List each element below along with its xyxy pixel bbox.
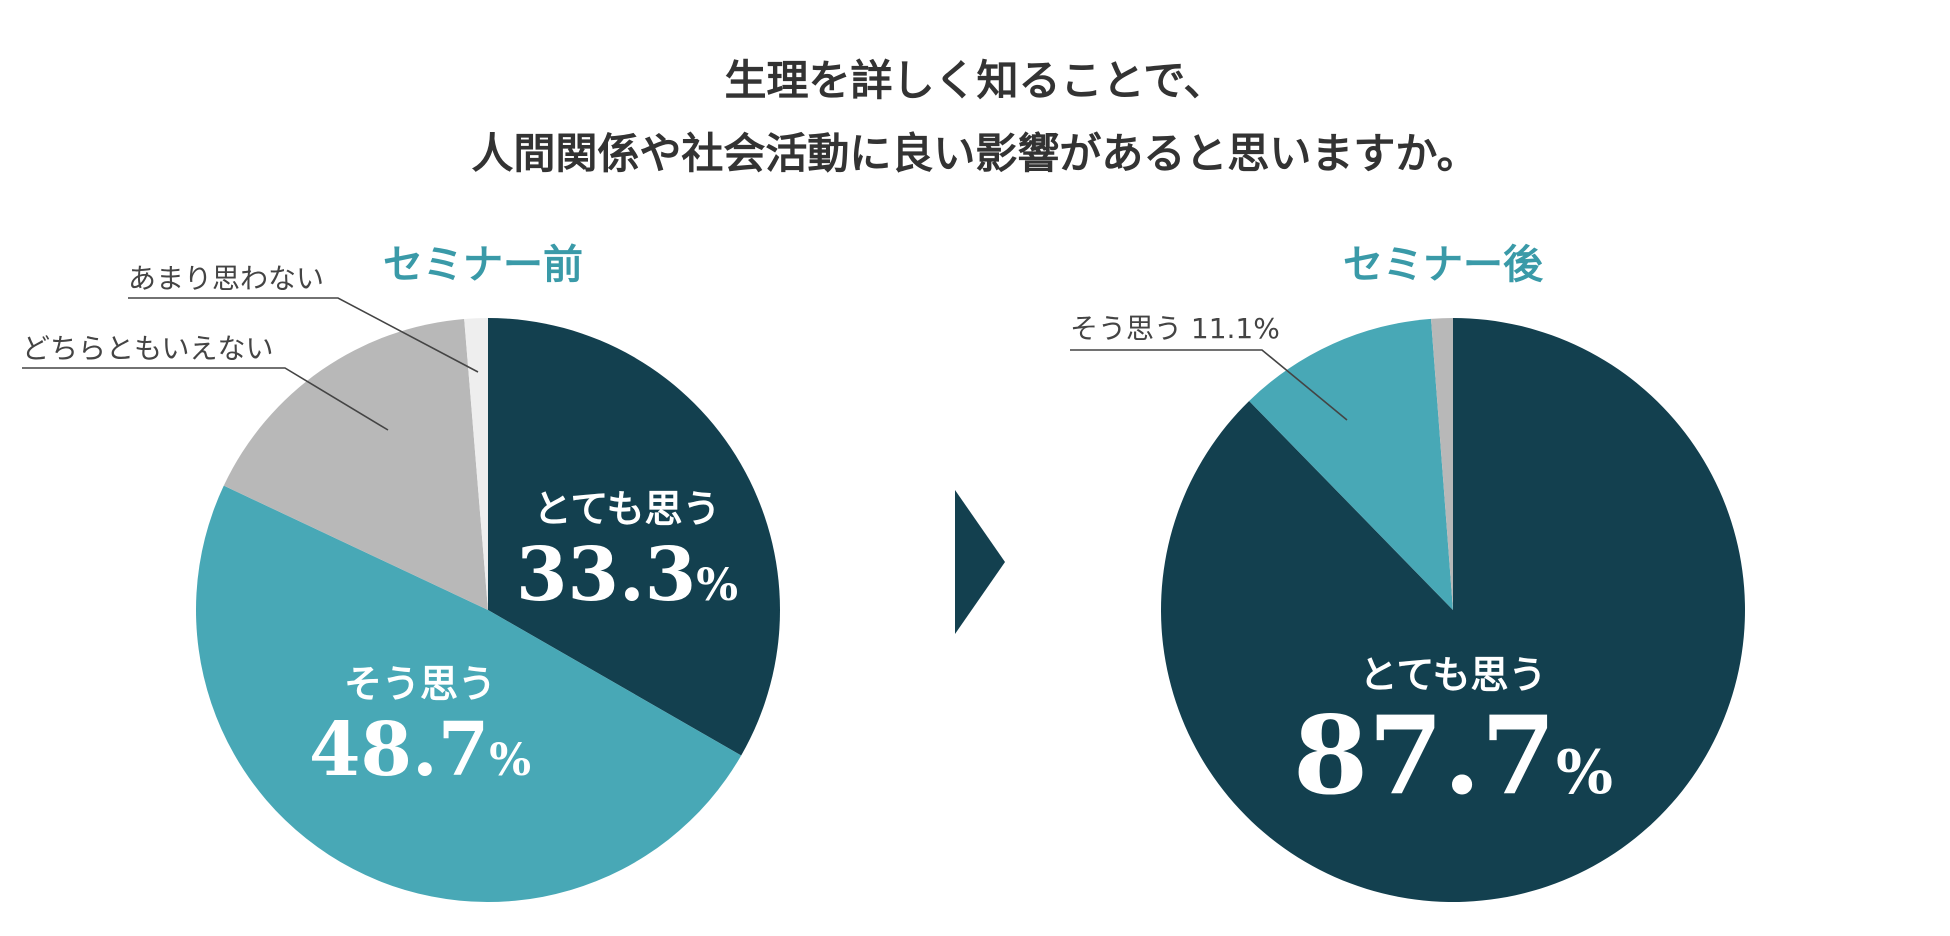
chart-title-before: セミナー前 <box>383 242 583 288</box>
pie-chart-before <box>195 318 780 903</box>
next-arrow-icon <box>955 490 1005 634</box>
pie-before-slice-0 <box>488 318 780 756</box>
slice-label-before-sou: そう思う <box>344 662 496 706</box>
pie-after-slice-1 <box>1249 318 1453 610</box>
pie-chart-after <box>1160 318 1745 902</box>
title-line-1: 生理を詳しく知ることで、 <box>724 56 1225 105</box>
title-line-2: 人間関係や社会活動に良い影響があると思いますか。 <box>471 129 1478 178</box>
slice-value-after-totemo: 87.7% <box>1293 693 1613 819</box>
slice-value-before-totemo: 33.3% <box>516 532 738 618</box>
callout-label-neutral: どちらともいえない <box>22 332 273 365</box>
callout-label-yaya: あまり思わない <box>128 262 324 295</box>
pie-before-slice-1 <box>195 485 742 903</box>
callout-line-neutral <box>22 367 389 431</box>
callout-line-after-agree <box>1070 349 1348 421</box>
slice-label-after-totemo: とても思う <box>1360 653 1547 697</box>
pie-after-slice-2 <box>1431 318 1453 610</box>
slice-value-before-sou: 48.7% <box>309 707 531 793</box>
slice-label-before-totemo: とても思う <box>534 487 721 531</box>
callout-line-yaya <box>128 297 479 373</box>
pie-before-slice-3 <box>464 318 488 610</box>
pie-before-slice-2 <box>223 318 488 610</box>
callout-label-after-agree: そう思う 11.1% <box>1070 312 1280 345</box>
chart-title-after: セミナー後 <box>1343 242 1544 288</box>
